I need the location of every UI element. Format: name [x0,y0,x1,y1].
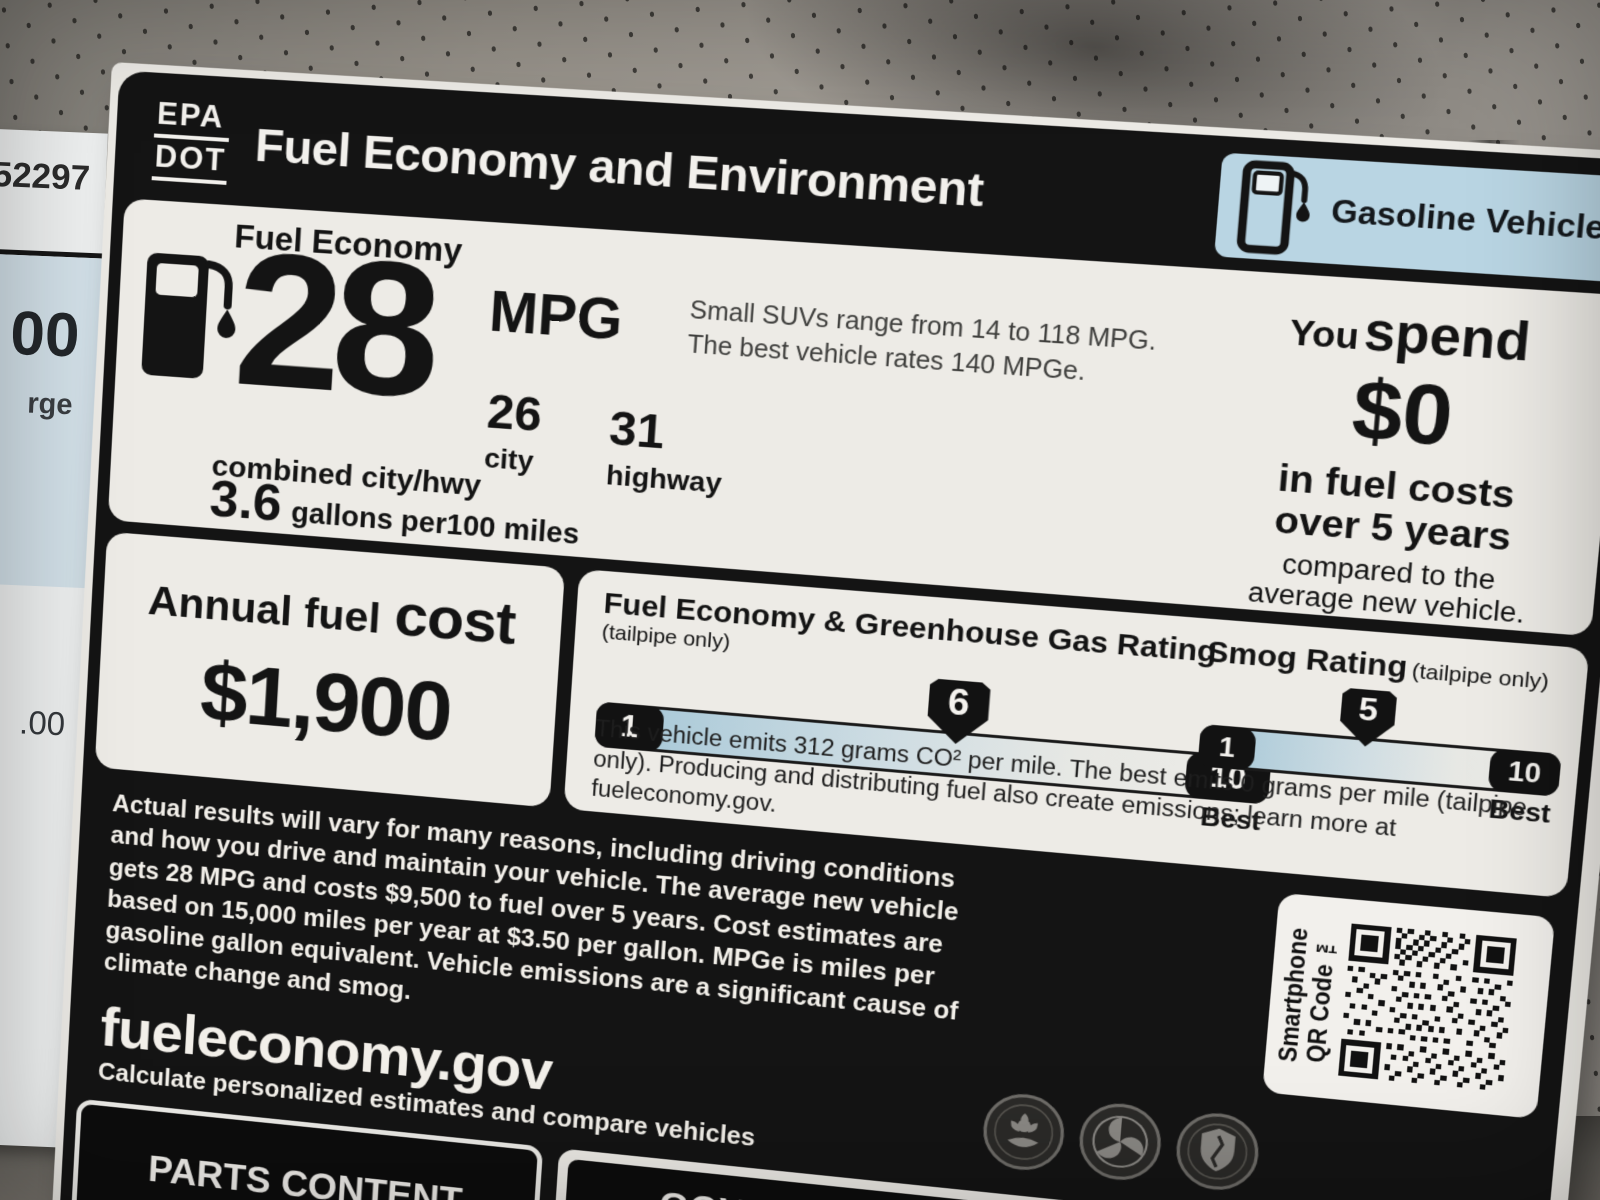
qr-code-label: Smartphone QR Code ™ [1274,927,1343,1066]
agency-seals [980,1089,1262,1193]
dot-seal-icon [1076,1099,1164,1184]
dot-wordmark: DOT [151,137,230,185]
epa-dot-logo: EPA DOT [151,94,232,185]
ghg-rating-marker: 6 [925,678,991,749]
annual-fuel-cost-box: Annual fuel cost $1,900 [94,531,566,808]
spend-intro: You [1287,312,1361,358]
city-mpg-caption: city [483,442,535,477]
smog-bar-min: 1 [1197,723,1257,771]
gallons-per-100mi-value: 3.6 [208,470,284,533]
qr-code [1338,923,1517,1092]
gallons-per-100mi-caption: gallons per100 miles [290,497,581,551]
highway-mpg: 31 highway [605,402,726,500]
label-frame: EPA DOT Fuel Economy and Environment Gas… [53,70,1600,1200]
smog-rating-marker: 5 [1338,688,1398,751]
smog-rating-qualifier: (tailpipe only) [1410,659,1551,694]
spend-summary: You spend $0 in fuel costs over 5 years … [1202,293,1598,633]
vehicle-class-note: Small SUVs range from 14 to 118 MPG. The… [686,294,1158,395]
city-mpg: 26 city [483,385,544,478]
vehicle-type-text: Gasoline Vehicle [1329,192,1600,247]
sticker-charge-fragment: rge [26,387,74,422]
sticker-price-fragment: .00 [18,703,66,743]
fuel-pump-icon [141,252,236,379]
parts-title-line1: PARTS CONTENT [147,1149,464,1200]
highway-mpg-value: 31 [607,402,667,460]
epa-wordmark: EPA [153,94,232,143]
fuel-economy-label: EPA DOT Fuel Economy and Environment Gas… [44,62,1600,1200]
doe-seal-icon [1173,1108,1262,1193]
highway-mpg-caption: highway [605,459,723,499]
annual-fuel-cost-prefix: Annual fuel [146,576,382,643]
vehicle-type-badge: Gasoline Vehicle [1214,152,1600,283]
qr-code-box: Smartphone QR Code ™ [1262,892,1556,1119]
sticker-number: 52297 [0,154,91,198]
fuel-pump-outline-icon [1232,158,1325,259]
mpg-unit: MPG [487,279,625,353]
spend-verb: spend [1361,301,1533,373]
sticker-amount-fragment: 00 [9,298,81,371]
label-title: Fuel Economy and Environment [253,117,986,217]
smog-rating-title: Smog Rating [1205,634,1409,685]
annual-fuel-cost-emphasis: cost [392,581,518,657]
epa-seal-icon [980,1089,1068,1174]
info-right: Smartphone QR Code ™ [975,868,1557,1200]
combined-mpg-value: 28 [230,210,438,438]
city-mpg-value: 26 [485,385,544,443]
